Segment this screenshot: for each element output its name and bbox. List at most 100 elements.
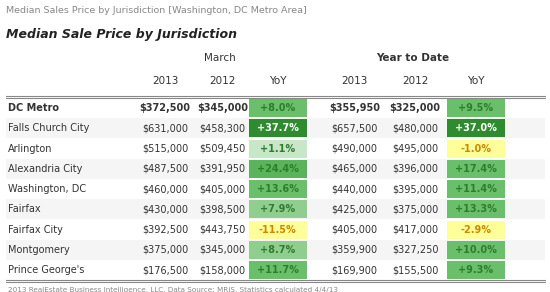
Text: DC Metro: DC Metro — [8, 103, 59, 113]
Text: $398,500: $398,500 — [200, 204, 246, 214]
Text: Fairfax: Fairfax — [8, 204, 41, 214]
Text: $391,950: $391,950 — [200, 164, 246, 174]
Text: Falls Church City: Falls Church City — [8, 123, 90, 133]
FancyBboxPatch shape — [249, 200, 307, 218]
Text: +11.7%: +11.7% — [257, 265, 299, 275]
Text: 2012: 2012 — [402, 76, 428, 86]
FancyBboxPatch shape — [6, 199, 544, 219]
Text: $359,900: $359,900 — [332, 245, 378, 255]
Text: Arlington: Arlington — [8, 143, 53, 154]
Text: Prince George's: Prince George's — [8, 265, 85, 275]
Text: $372,500: $372,500 — [140, 103, 190, 113]
Text: +9.3%: +9.3% — [458, 265, 493, 275]
FancyBboxPatch shape — [249, 160, 307, 178]
FancyBboxPatch shape — [249, 180, 307, 198]
FancyBboxPatch shape — [447, 99, 505, 117]
Text: +13.3%: +13.3% — [455, 204, 497, 214]
Text: Median Sale Price by Jurisdiction: Median Sale Price by Jurisdiction — [6, 28, 236, 41]
Text: $327,250: $327,250 — [392, 245, 438, 255]
FancyBboxPatch shape — [6, 98, 544, 118]
Text: $355,950: $355,950 — [329, 103, 380, 113]
Text: Washington, DC: Washington, DC — [8, 184, 86, 194]
Text: 2013 RealEstate Business Intelligence, LLC. Data Source: MRIS. Statistics calcul: 2013 RealEstate Business Intelligence, L… — [8, 287, 338, 292]
Text: $345,000: $345,000 — [200, 245, 246, 255]
Text: $375,000: $375,000 — [392, 204, 438, 214]
Text: $465,000: $465,000 — [332, 164, 378, 174]
FancyBboxPatch shape — [6, 118, 544, 138]
Text: $480,000: $480,000 — [392, 123, 438, 133]
Text: $515,000: $515,000 — [142, 143, 188, 154]
FancyBboxPatch shape — [447, 160, 505, 178]
FancyBboxPatch shape — [447, 180, 505, 198]
Text: Median Sales Price by Jurisdiction [Washington, DC Metro Area]: Median Sales Price by Jurisdiction [Wash… — [6, 6, 306, 15]
Text: -11.5%: -11.5% — [259, 225, 296, 234]
FancyBboxPatch shape — [447, 119, 505, 137]
Text: $443,750: $443,750 — [200, 225, 246, 234]
FancyBboxPatch shape — [249, 119, 307, 137]
FancyBboxPatch shape — [447, 220, 505, 239]
Text: $158,000: $158,000 — [200, 265, 246, 275]
FancyBboxPatch shape — [447, 140, 505, 157]
Text: +10.0%: +10.0% — [455, 245, 497, 255]
FancyBboxPatch shape — [249, 261, 307, 279]
Text: -2.9%: -2.9% — [460, 225, 491, 234]
FancyBboxPatch shape — [6, 179, 544, 199]
Text: +7.9%: +7.9% — [260, 204, 295, 214]
Text: $430,000: $430,000 — [142, 204, 188, 214]
Text: 2013: 2013 — [342, 76, 368, 86]
FancyBboxPatch shape — [6, 219, 544, 240]
Text: Year to Date: Year to Date — [376, 53, 449, 63]
Text: $509,450: $509,450 — [200, 143, 246, 154]
Text: $490,000: $490,000 — [332, 143, 378, 154]
Text: +8.0%: +8.0% — [260, 103, 295, 113]
Text: 2013: 2013 — [152, 76, 178, 86]
Text: $396,000: $396,000 — [392, 164, 438, 174]
Text: $325,000: $325,000 — [390, 103, 441, 113]
FancyBboxPatch shape — [6, 260, 544, 280]
Text: +11.4%: +11.4% — [455, 184, 497, 194]
FancyBboxPatch shape — [447, 200, 505, 218]
FancyBboxPatch shape — [249, 140, 307, 157]
Text: +37.7%: +37.7% — [257, 123, 299, 133]
Text: +1.1%: +1.1% — [260, 143, 295, 154]
Text: $440,000: $440,000 — [332, 184, 378, 194]
FancyBboxPatch shape — [447, 241, 505, 259]
Text: $495,000: $495,000 — [392, 143, 438, 154]
Text: YoY: YoY — [269, 76, 287, 86]
Text: $657,500: $657,500 — [332, 123, 378, 133]
FancyBboxPatch shape — [6, 138, 544, 159]
Text: Fairfax City: Fairfax City — [8, 225, 63, 234]
Text: +24.4%: +24.4% — [257, 164, 299, 174]
Text: $487,500: $487,500 — [142, 164, 188, 174]
Text: $395,000: $395,000 — [392, 184, 438, 194]
Text: +8.7%: +8.7% — [260, 245, 295, 255]
Text: $375,000: $375,000 — [142, 245, 188, 255]
Text: +17.4%: +17.4% — [455, 164, 497, 174]
FancyBboxPatch shape — [6, 240, 544, 260]
Text: $458,300: $458,300 — [200, 123, 246, 133]
Text: 2012: 2012 — [210, 76, 236, 86]
Text: $405,000: $405,000 — [332, 225, 378, 234]
Text: $405,000: $405,000 — [200, 184, 246, 194]
FancyBboxPatch shape — [249, 241, 307, 259]
Text: $155,500: $155,500 — [392, 265, 438, 275]
Text: +13.6%: +13.6% — [257, 184, 299, 194]
Text: $425,000: $425,000 — [332, 204, 378, 214]
FancyBboxPatch shape — [249, 220, 307, 239]
Text: +37.0%: +37.0% — [455, 123, 497, 133]
Text: $169,900: $169,900 — [332, 265, 378, 275]
Text: -1.0%: -1.0% — [460, 143, 491, 154]
Text: YoY: YoY — [467, 76, 485, 86]
Text: Alexandria City: Alexandria City — [8, 164, 82, 174]
Text: +9.5%: +9.5% — [458, 103, 493, 113]
FancyBboxPatch shape — [447, 261, 505, 279]
Text: $417,000: $417,000 — [392, 225, 438, 234]
Text: $176,500: $176,500 — [142, 265, 188, 275]
Text: $345,000: $345,000 — [197, 103, 248, 113]
Text: $631,000: $631,000 — [142, 123, 188, 133]
Text: Montgomery: Montgomery — [8, 245, 70, 255]
Text: $392,500: $392,500 — [142, 225, 188, 234]
Text: March: March — [204, 53, 236, 63]
FancyBboxPatch shape — [249, 99, 307, 117]
Text: $460,000: $460,000 — [142, 184, 188, 194]
